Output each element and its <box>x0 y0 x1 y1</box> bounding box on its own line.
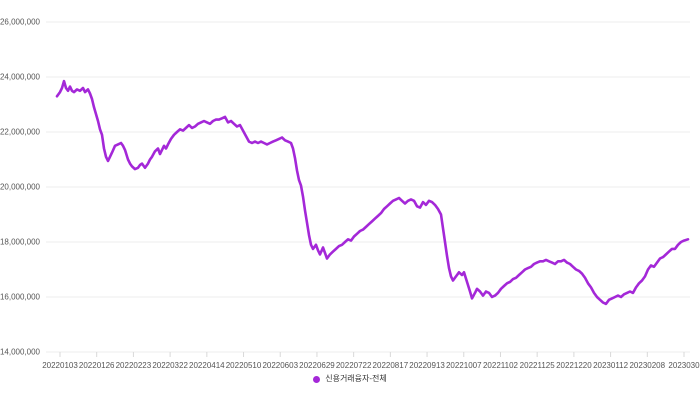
y-axis-tick-label: 16,000,000 <box>0 293 41 302</box>
x-axis-tick-label: 20221007 <box>446 361 482 370</box>
x-axis-tick-label: 20220722 <box>336 361 372 370</box>
x-axis-tick-label: 20221102 <box>483 361 519 370</box>
x-axis-tick-label: 20220414 <box>189 361 225 370</box>
y-axis-tick-label: 26,000,000 <box>0 18 41 27</box>
legend-series-dot-icon <box>313 375 321 383</box>
x-axis-tick-label: 20220913 <box>409 361 445 370</box>
x-axis-tick-label: 20220322 <box>152 361 188 370</box>
x-axis-tick-label: 20220126 <box>79 361 115 370</box>
y-axis-tick-label: 22,000,000 <box>0 128 41 137</box>
x-axis-tick-label: 20221125 <box>520 361 556 370</box>
series-line <box>55 79 690 306</box>
x-axis-tick-label: 20230208 <box>629 361 665 370</box>
x-axis-tick-label: 20221220 <box>556 361 592 370</box>
x-axis-tick-label: 20220817 <box>373 361 409 370</box>
legend-series-label: 신용거래융자-전체 <box>325 374 387 383</box>
x-axis-tick-label: 20230112 <box>593 361 629 370</box>
y-axis-tick-label: 14,000,000 <box>0 348 41 357</box>
legend-item[interactable]: 신용거래융자-전체 <box>0 374 700 384</box>
x-axis-tick-label: 20220603 <box>262 361 298 370</box>
y-axis-tick-label: 18,000,000 <box>0 238 41 247</box>
x-axis-tick-label: 2023030 <box>668 361 700 370</box>
x-axis-tick-label: 20220629 <box>299 361 335 370</box>
x-axis-tick-label: 20220510 <box>226 361 262 370</box>
y-axis-tick-label: 24,000,000 <box>0 73 41 82</box>
x-axis-tick-label: 20220223 <box>116 361 152 370</box>
x-axis-tick-label: 20220103 <box>42 361 78 370</box>
y-axis-tick-label: 20,000,000 <box>0 183 41 192</box>
